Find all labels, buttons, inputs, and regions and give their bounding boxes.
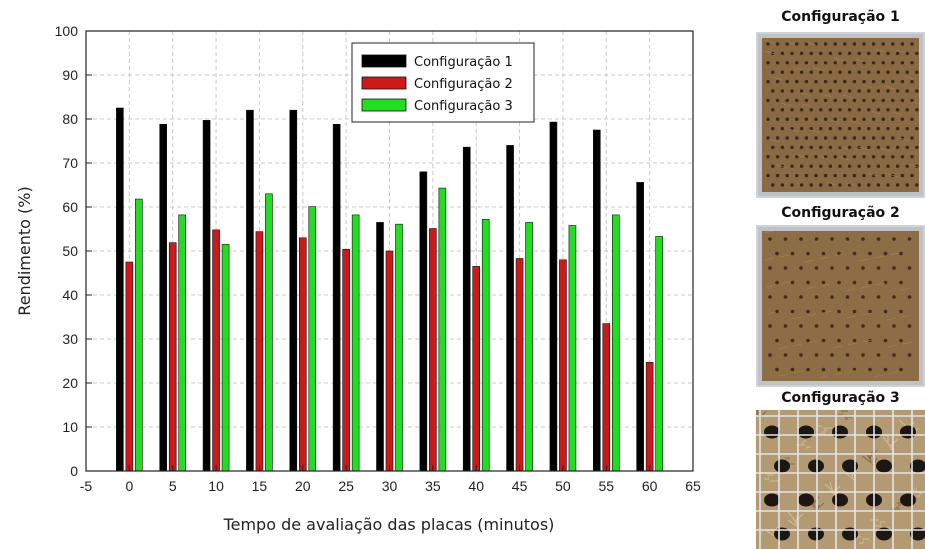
bar-series-2-x-45 — [515, 258, 524, 472]
legend-label-2: Configuração 2 — [414, 77, 513, 92]
bar-series-3-x-0 — [135, 198, 143, 472]
bar-series-1-x-0 — [116, 107, 124, 472]
photo-configuracao-2 — [756, 225, 925, 387]
bar-series-2-x-15 — [255, 231, 264, 472]
x-axis-title: Tempo de avaliação das placas (minutos) — [223, 515, 555, 534]
bar-chart: -5 0 5 10 15 20 25 30 35 40 45 50 55 60 65010203040506… — [15, 23, 701, 534]
y-tick-label-0: 0 — [70, 463, 78, 479]
x-tick-label-3: 10 — [208, 478, 224, 494]
legend-swatch-2 — [361, 76, 407, 90]
photo-configuracao-3 — [756, 410, 925, 549]
bar-series-3-x-55 — [611, 214, 620, 472]
y-tick-label-9: 90 — [62, 67, 78, 83]
x-tick-label-4: 15 — [252, 478, 268, 494]
x-tick-label-7: 30 — [382, 478, 398, 494]
bar-series-3-x-30 — [395, 223, 403, 472]
y-tick-label-10: 100 — [55, 23, 79, 39]
bar-series-3-x-15 — [265, 193, 273, 472]
x-tick-label-0: -5 — [80, 478, 93, 494]
bar-series-2-x-40 — [472, 266, 481, 472]
bar-series-1-x-5 — [159, 123, 168, 472]
photo-title-2: Configuração 2 — [781, 205, 900, 221]
y-tick-label-7: 70 — [62, 155, 78, 171]
x-tick-label-13: 60 — [642, 478, 658, 494]
photo-configuracao-1 — [756, 32, 925, 198]
x-tick-label-12: 55 — [598, 478, 614, 494]
x-tick-label-1: 0 — [125, 478, 133, 494]
x-tick-label-9: 40 — [468, 478, 484, 494]
bar-series-1-x-30 — [376, 222, 384, 472]
dense-dot-pattern — [763, 39, 923, 187]
bar-series-3-x-20 — [308, 206, 317, 472]
bar-series-2-x-25 — [342, 248, 350, 472]
wire-mesh — [756, 410, 925, 549]
y-tick-label-2: 20 — [62, 375, 78, 391]
bar-series-2-x-30 — [385, 250, 394, 472]
legend-swatch-3 — [361, 98, 407, 112]
bar-series-3-x-5 — [178, 214, 187, 472]
bar-series-2-x-60 — [645, 362, 654, 472]
bar-series-1-x-45 — [506, 145, 514, 472]
bar-series-2-x-10 — [212, 229, 220, 472]
axis-ticks: -5 0 5 10 15 20 25 30 35 40 45 50 55 60 65010203040506… — [55, 23, 701, 494]
bar-series-1-x-25 — [332, 123, 341, 472]
sparse-dot-pattern — [763, 230, 913, 379]
bar-series-1-x-10 — [202, 120, 211, 472]
photo-title-3: Configuração 3 — [781, 390, 900, 406]
x-tick-label-14: 65 — [685, 478, 701, 494]
x-tick-label-5: 20 — [295, 478, 311, 494]
bar-series-1-x-60 — [636, 182, 644, 472]
legend-label-3: Configuração 3 — [414, 99, 513, 114]
bar-series-2-x-5 — [168, 242, 177, 472]
x-tick-label-8: 35 — [425, 478, 441, 494]
bar-series-1-x-55 — [592, 129, 601, 472]
photo-title-1: Configuração 1 — [781, 9, 900, 25]
bar-series-3-x-50 — [568, 225, 577, 472]
legend-label-1: Configuração 1 — [414, 55, 513, 70]
legend: Configuração 1 Configuração 2 Configuração… — [351, 42, 535, 123]
x-tick-label-6: 25 — [338, 478, 354, 494]
bar-series-1-x-35 — [419, 171, 428, 472]
bar-series-1-x-50 — [549, 121, 558, 472]
bar-series-1-x-40 — [462, 146, 471, 472]
bar-series-3-x-45 — [525, 222, 533, 472]
bar-series-1-x-20 — [289, 109, 298, 472]
y-tick-label-5: 50 — [62, 243, 78, 259]
bar-series-3-x-35 — [438, 187, 447, 472]
bar-series-3-x-60 — [655, 236, 663, 472]
bar-series-2-x-35 — [429, 228, 437, 472]
x-tick-label-11: 50 — [555, 478, 571, 494]
y-tick-label-4: 40 — [62, 287, 78, 303]
y-tick-label-1: 10 — [62, 419, 78, 435]
photo-panel: Configuração 1 Configuração 2 Configuraç… — [756, 0, 925, 549]
bar-series-2-x-55 — [602, 323, 611, 472]
y-tick-label-3: 30 — [62, 331, 78, 347]
y-tick-label-8: 80 — [62, 111, 78, 127]
y-axis-title: Rendimento (%) — [15, 186, 34, 315]
bars — [116, 107, 663, 472]
bar-series-1-x-15 — [246, 109, 254, 472]
bar-series-2-x-50 — [559, 259, 567, 472]
x-tick-label-10: 45 — [512, 478, 528, 494]
bar-series-3-x-25 — [351, 214, 360, 472]
y-tick-label-6: 60 — [62, 199, 78, 215]
bar-series-2-x-0 — [125, 261, 134, 472]
bar-series-2-x-20 — [298, 237, 307, 472]
bar-series-3-x-10 — [221, 244, 230, 472]
x-tick-label-2: 5 — [169, 478, 177, 494]
legend-swatch-1 — [361, 54, 407, 68]
bar-series-3-x-40 — [481, 219, 490, 472]
